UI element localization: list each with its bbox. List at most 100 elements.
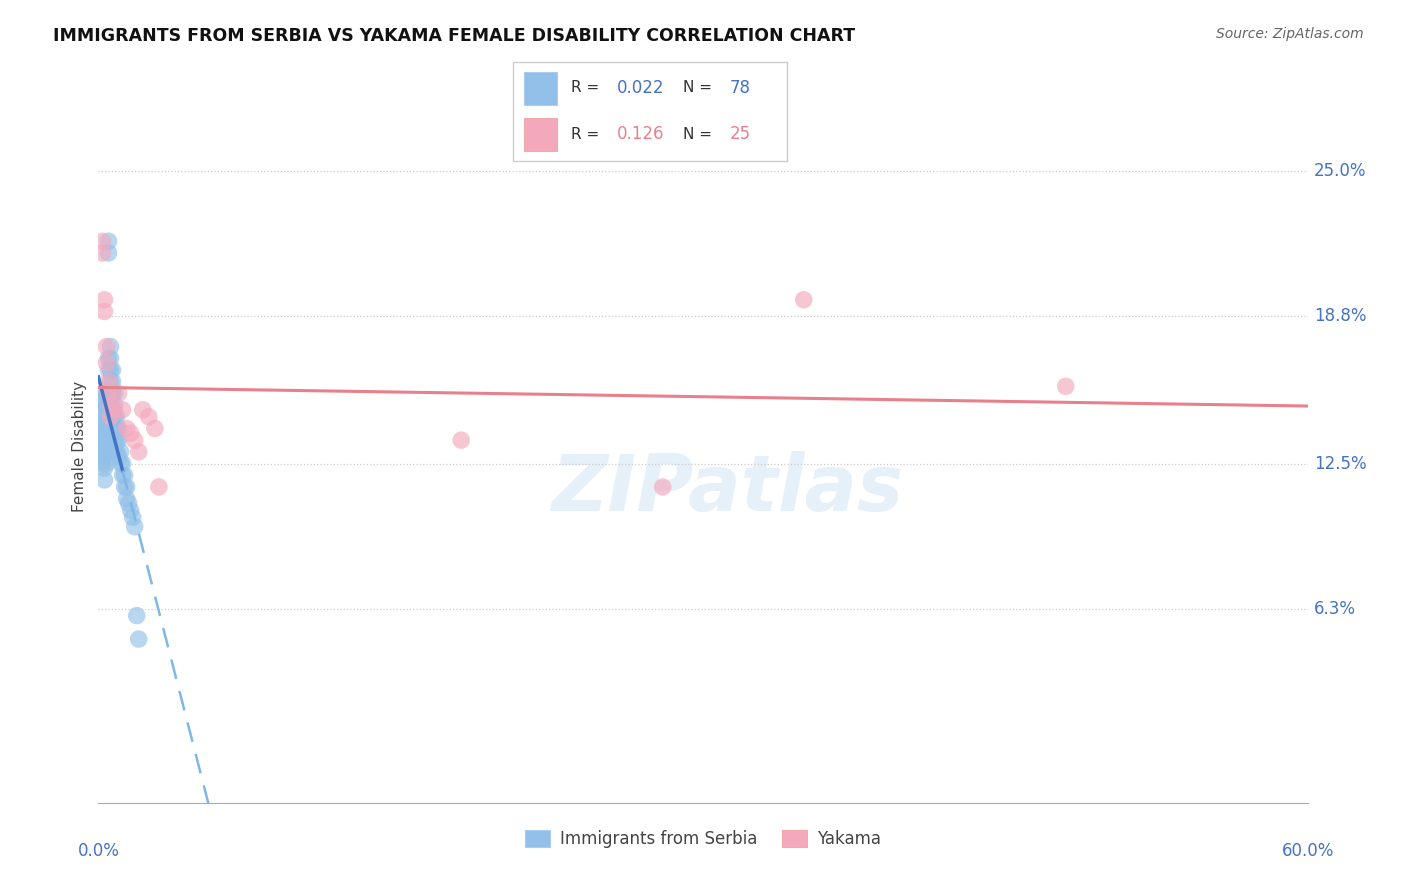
Point (97, 398, 120, 412)
Text: 0.126: 0.126 (617, 125, 665, 143)
Point (121, 510, 143, 524)
Point (97, 421, 120, 435)
Point (93, 426, 115, 441)
Point (91, 440, 114, 454)
Bar (524, 119, 557, 151)
Point (118, 496, 141, 510)
Point (115, 480, 138, 494)
Text: R =: R = (571, 80, 599, 95)
Point (148, 480, 170, 494)
Point (101, 417, 124, 431)
Point (93, 402, 115, 417)
Text: 12.5%: 12.5% (1313, 455, 1367, 473)
Point (97, 246, 120, 260)
Point (97, 386, 120, 401)
Point (100, 409, 122, 424)
Point (91, 450, 114, 464)
Point (105, 445, 128, 459)
Point (96, 356, 118, 370)
Point (105, 421, 128, 435)
Point (138, 409, 160, 424)
Point (110, 445, 132, 459)
Point (128, 632, 150, 646)
Point (114, 480, 136, 494)
Point (96, 457, 118, 471)
Point (100, 409, 122, 424)
Point (91, 234, 114, 248)
Legend: Immigrants from Serbia, Yakama: Immigrants from Serbia, Yakama (519, 823, 887, 855)
Point (101, 426, 124, 441)
Point (93, 473, 115, 487)
Point (96, 433, 118, 447)
Point (101, 402, 124, 417)
Point (93, 293, 115, 307)
Point (93, 393, 115, 408)
Point (100, 375, 122, 389)
Point (120, 426, 142, 441)
Text: 78: 78 (730, 79, 751, 97)
Point (97, 375, 120, 389)
Point (100, 340, 122, 354)
Point (97, 351, 120, 366)
Point (100, 351, 122, 366)
Point (124, 433, 146, 447)
Text: 18.8%: 18.8% (1313, 307, 1367, 326)
Point (96, 421, 118, 435)
Text: 25: 25 (730, 125, 751, 143)
Point (91, 426, 114, 441)
Point (132, 402, 155, 417)
Point (91, 433, 114, 447)
Text: ZIPatlas: ZIPatlas (551, 450, 903, 527)
Point (97, 433, 120, 447)
Point (91, 246, 114, 260)
Point (107, 450, 129, 464)
Bar (524, 72, 557, 104)
Point (103, 386, 125, 401)
Point (100, 426, 122, 441)
Text: 6.3%: 6.3% (1313, 599, 1355, 617)
Point (93, 417, 115, 431)
Point (103, 402, 125, 417)
Point (93, 450, 115, 464)
Point (103, 409, 125, 424)
Point (96, 340, 118, 354)
Point (96, 445, 118, 459)
Point (124, 519, 146, 533)
Point (97, 234, 120, 248)
Point (103, 421, 125, 435)
Point (93, 438, 115, 452)
Point (103, 398, 125, 412)
Point (128, 445, 150, 459)
Point (793, 293, 815, 307)
Point (115, 421, 138, 435)
Point (96, 402, 118, 417)
Point (107, 433, 129, 447)
Point (97, 386, 120, 401)
Point (450, 433, 472, 447)
Text: 0.022: 0.022 (617, 79, 665, 97)
Point (101, 363, 124, 377)
Point (103, 433, 125, 447)
Point (107, 386, 129, 401)
Text: N =: N = (683, 127, 713, 142)
Point (96, 386, 118, 401)
Point (96, 412, 118, 426)
Point (93, 304, 115, 318)
Point (97, 409, 120, 424)
Point (91, 457, 114, 471)
Point (91, 402, 114, 417)
Point (111, 457, 134, 471)
Point (91, 414, 114, 428)
Text: N =: N = (683, 80, 713, 95)
Point (97, 363, 120, 377)
Point (103, 445, 125, 459)
Point (125, 608, 148, 623)
Point (100, 386, 122, 401)
Point (120, 503, 142, 517)
Text: 0.0%: 0.0% (77, 842, 120, 860)
Point (105, 433, 128, 447)
Point (101, 386, 124, 401)
Point (93, 409, 115, 424)
Point (107, 421, 129, 435)
Point (93, 386, 115, 401)
